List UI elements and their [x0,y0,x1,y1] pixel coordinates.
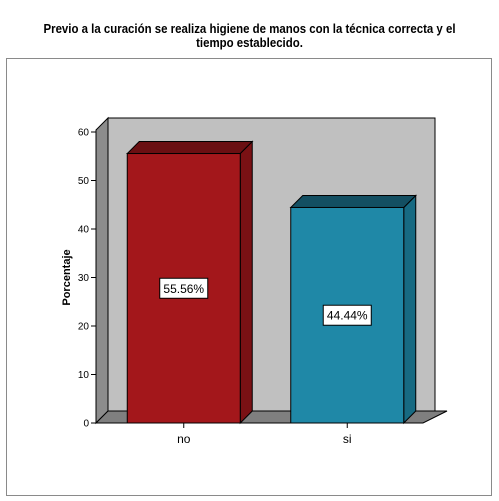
y-axis-title: Porcentaje [61,249,73,305]
data-label: 44.44% [327,309,368,323]
y-tick-label: 50 [78,176,90,187]
x-tick-label: no [177,432,191,446]
data-label: 55.56% [163,282,204,296]
bar-top-si [289,194,417,208]
bar-side-no [239,140,253,425]
bar-top-no [126,141,254,155]
y-tick-label: 0 [83,419,89,430]
y-tick-label: 30 [78,273,90,284]
y-tick-label: 10 [78,370,90,381]
data-label-box [322,304,372,326]
bar-side-si [403,194,417,425]
y-tick-label: 40 [78,225,90,236]
x-tick-label: si [343,432,352,446]
chart-title-line-2: tiempo establecido. [196,35,303,50]
y-tick-label: 20 [78,322,90,333]
data-label-box [159,277,209,299]
chart-title: Previo a la curación se realiza higiene … [30,22,469,50]
chart-title-line-1: Previo a la curación se realiza higiene … [43,21,456,36]
y-tick-label: 60 [78,128,90,139]
plot-side-wall [95,116,109,425]
